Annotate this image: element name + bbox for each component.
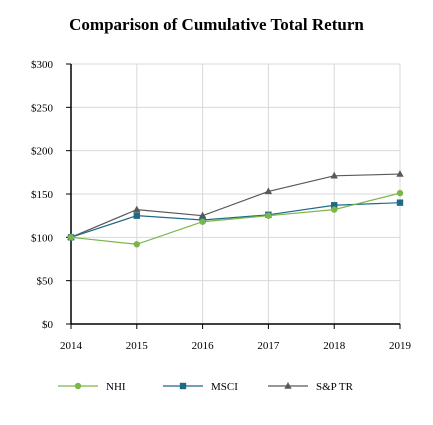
series-group bbox=[67, 170, 404, 248]
legend-marker-msci bbox=[179, 382, 187, 390]
axes bbox=[66, 63, 401, 329]
legend-marker-s-p-tr bbox=[284, 382, 292, 389]
data-point-s-p-tr bbox=[264, 187, 273, 195]
series-line-s-p-tr bbox=[70, 173, 401, 238]
data-point-nhi bbox=[67, 234, 75, 241]
legend-label-msci: MSCI bbox=[211, 381, 238, 393]
x-tick-label: 2019 bbox=[389, 340, 412, 352]
data-point-s-p-tr bbox=[396, 170, 404, 177]
series-line-nhi bbox=[70, 192, 401, 245]
legend-label-s-p-tr: S&P TR bbox=[316, 381, 354, 393]
legend-item-s-p-tr: S&P TR bbox=[268, 381, 354, 393]
x-tick-labels: 2014 2015 2016 2017 2018 2019 bbox=[60, 340, 412, 352]
data-point-msci bbox=[396, 199, 404, 206]
legend-item-nhi: NHI bbox=[58, 381, 126, 393]
legend-item-msci: MSCI bbox=[163, 381, 238, 393]
y-tick-label: $100 bbox=[31, 232, 54, 244]
y-tick-labels: $0 $50 $100 $150 $200 $250 $300 bbox=[31, 59, 54, 331]
data-point-nhi bbox=[331, 206, 338, 213]
y-tick-label: $250 bbox=[31, 102, 54, 114]
data-point-msci bbox=[133, 212, 140, 219]
data-point-s-p-tr bbox=[133, 205, 141, 213]
data-point-nhi bbox=[265, 212, 272, 219]
x-tick-label: 2016 bbox=[192, 340, 215, 352]
chart-title: Comparison of Cumulative Total Return bbox=[69, 15, 364, 34]
x-tick-label: 2017 bbox=[257, 340, 280, 352]
grid bbox=[71, 63, 401, 324]
data-point-s-p-tr bbox=[330, 171, 338, 179]
y-tick-label: $50 bbox=[37, 276, 54, 288]
legend: NHI MSCI S&P TR bbox=[58, 381, 354, 393]
legend-marker-nhi bbox=[74, 382, 82, 390]
y-tick-label: $150 bbox=[31, 189, 54, 201]
data-point-nhi bbox=[133, 241, 140, 248]
data-point-msci bbox=[331, 202, 338, 209]
x-tick-label: 2014 bbox=[60, 340, 83, 352]
y-tick-label: $0 bbox=[42, 319, 54, 331]
series-msci bbox=[67, 199, 404, 241]
x-tick-label: 2015 bbox=[126, 340, 149, 352]
series-line-msci bbox=[70, 202, 401, 238]
series-nhi bbox=[67, 189, 404, 248]
y-tick-label: $300 bbox=[31, 59, 54, 71]
data-point-nhi bbox=[199, 218, 206, 225]
y-tick-label: $200 bbox=[31, 146, 54, 158]
data-point-nhi bbox=[396, 189, 404, 197]
data-point-s-p-tr bbox=[198, 211, 207, 219]
legend-label-nhi: NHI bbox=[106, 381, 126, 393]
x-tick-label: 2018 bbox=[323, 340, 346, 352]
